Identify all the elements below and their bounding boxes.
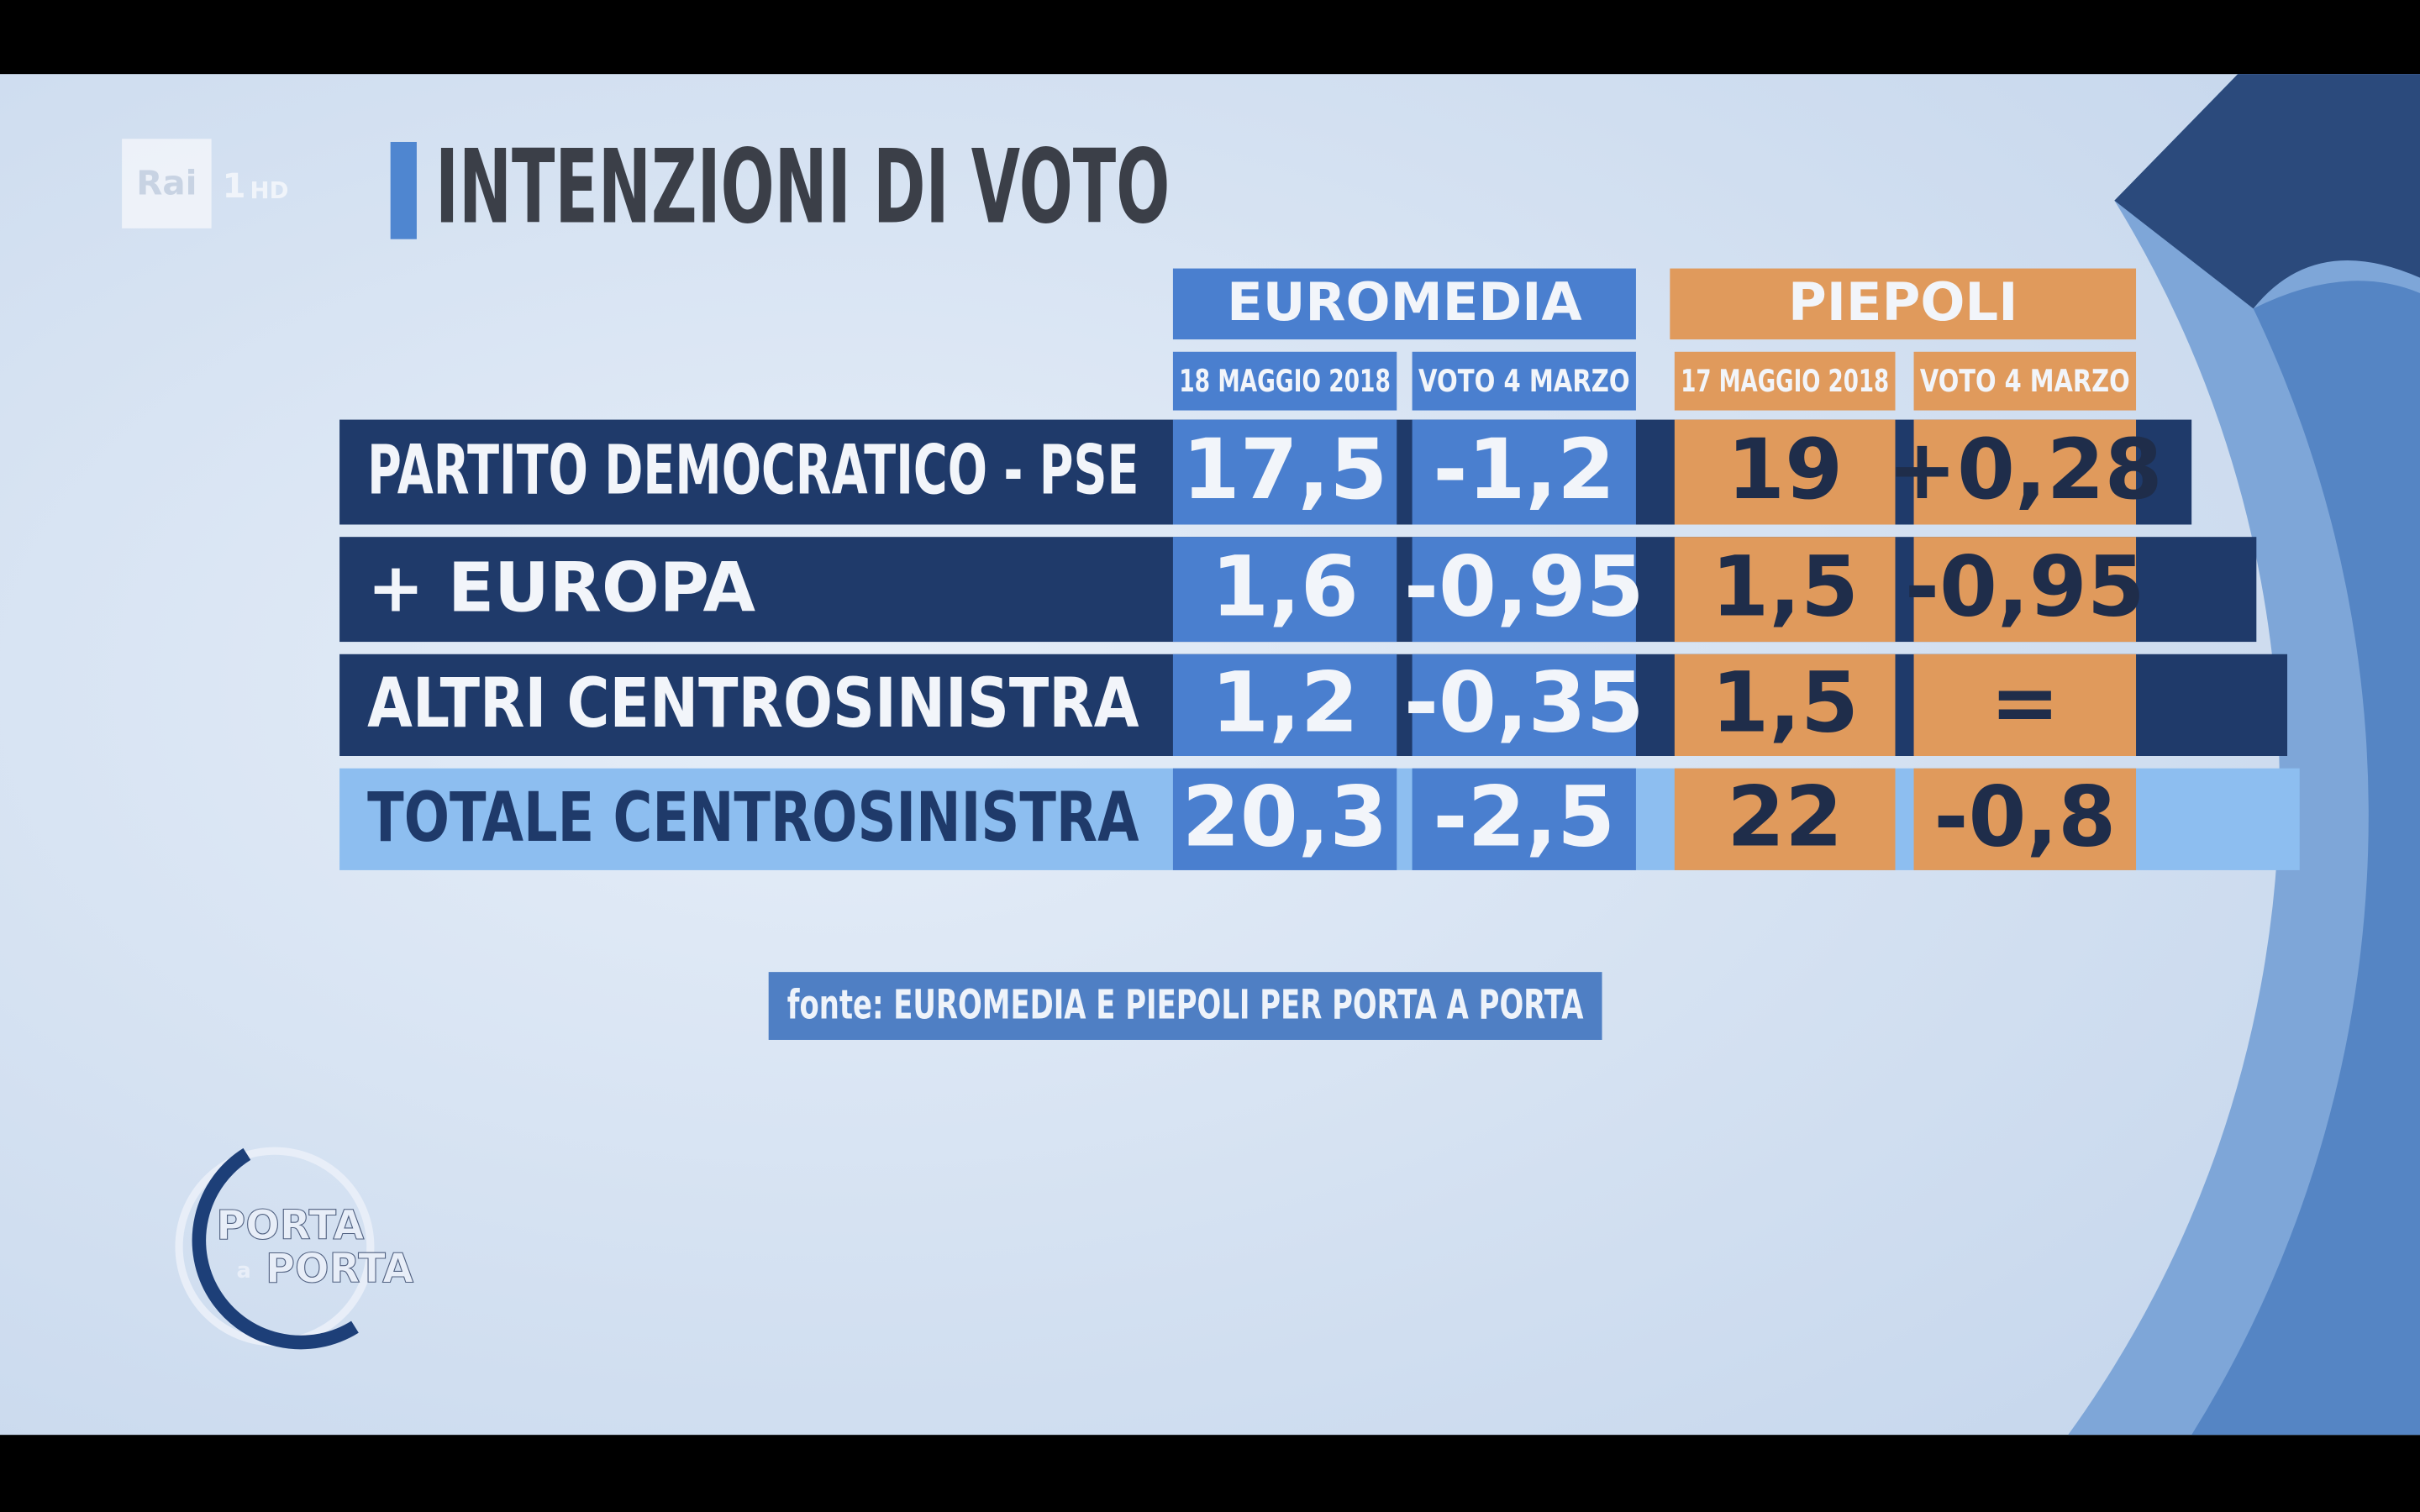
title-bar [390,141,417,239]
subheader: 18 MAGGIO 2018 [1179,363,1391,399]
cell-value: 19 [1727,422,1843,518]
arc-mid [2191,281,2420,1436]
channel-logo: Rai 1 HD [122,139,288,228]
logo-hd: HD [250,177,289,204]
cell-value: -1,2 [1433,422,1615,518]
cell-bg [1913,768,2137,870]
cell-bg [1913,654,2137,756]
group-header: PIEPOLI [1788,271,2018,333]
title: INTENZIONI DI VOTO [435,128,1170,247]
arc-dark [2114,74,2420,309]
cell-bg [1913,537,2137,643]
row-label: ALTRI CENTROSINISTRA [367,664,1139,743]
cell-value: 1,5 [1711,654,1859,751]
subheader-bg [1172,351,1397,411]
cell-bg [1172,768,1397,870]
cell-bg [1674,654,1896,756]
cell-bg [1172,537,1397,643]
cell-bg [1674,419,1896,525]
cell-bg [1674,768,1896,870]
cell-value: 22 [1727,769,1843,865]
table: EUROMEDIA PIEPOLI 18 MAGGIO 2018 VOTO 4 MAR… [339,268,2300,870]
cell-value: 20,3 [1182,769,1388,865]
group-header-bg [1172,268,1636,340]
source: fonte: EUROMEDIA E PIEPOLI PER PORTA A P… [787,982,1584,1028]
cell-bg [1674,537,1896,643]
cell-value: 17,5 [1182,422,1388,518]
cell-value: 1,2 [1211,654,1359,751]
cell-bg [1172,654,1397,756]
cell-bg [1412,537,1636,643]
cell-bg [1412,419,1636,525]
source-box [768,972,1602,1040]
logo-box [122,139,212,228]
logo-rai: Rai [136,162,197,202]
cell-value: -0,35 [1404,654,1644,751]
cell-value: -0,8 [1933,769,2116,865]
show-logo-middle: a [237,1258,251,1284]
logo-number: 1 [222,165,245,206]
show-logo-arc [192,1147,359,1350]
cell-bg [1913,419,2137,525]
cell-value: 1,5 [1711,539,1859,636]
cell-value: = [1990,654,2060,751]
show-logo: PORTA a PORTA [175,1147,414,1350]
group-header-bg [1670,268,2137,340]
row-label: PARTITO DEMOCRATICO - PSE [367,432,1139,511]
cell-bg [1412,654,1636,756]
subheader: VOTO 4 MARZO [1920,363,2130,399]
subheader-bg [1913,351,2137,411]
subheader: VOTO 4 MARZO [1418,363,1630,399]
show-logo-line2: PORTA [266,1246,413,1292]
cell-value: -0,95 [1404,539,1644,636]
cell-bg [1412,768,1636,870]
row-label: + EUROPA [367,549,755,627]
decor-arcs [2068,74,2420,1436]
cell-value: +0,28 [1887,422,2163,518]
group-header: EUROMEDIA [1227,271,1582,333]
cell-value: 1,6 [1211,539,1359,636]
subheader: 17 MAGGIO 2018 [1681,363,1889,399]
show-logo-line1: PORTA [216,1203,364,1249]
subheader-bg [1674,351,1896,411]
cell-value: -2,5 [1433,769,1615,865]
subheader-bg [1412,351,1636,411]
cell-value: -0,95 [1905,539,2145,636]
cell-bg [1172,419,1397,525]
row-label: TOTALE CENTROSINISTRA [367,779,1139,858]
